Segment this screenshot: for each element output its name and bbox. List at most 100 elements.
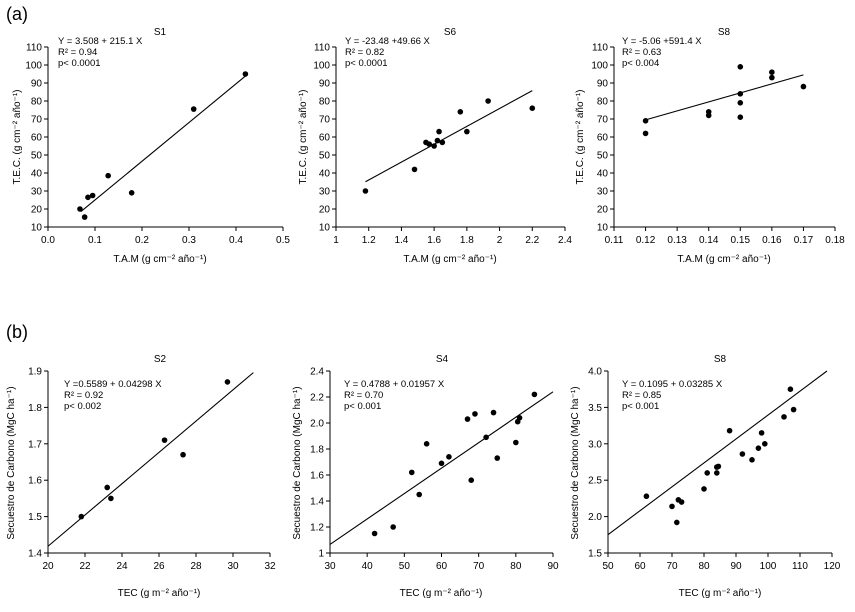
chart-6-data-point [701,486,707,492]
chart-6-y-tick-label: 1.5 [588,549,602,560]
chart-1-data-point [128,190,135,196]
chart-3-y-axis-label: T.E.C. (g cm⁻² año⁻¹) [575,89,586,184]
chart-5-y-tick-label: 2.0 [310,419,324,430]
chart-2-data-point [439,139,446,146]
chart-3-x-axis-label: T.A.M (g cm⁻² año⁻¹) [677,254,770,265]
chart-5-y-tick-label: 1.4 [310,497,324,508]
chart-2-x-tick-label: 2.4 [558,235,572,246]
chart-6-y-tick-label: 2.5 [588,476,602,487]
chart-5-data-point [516,415,523,421]
chart-4-y-tick-label: 1.7 [28,439,42,450]
chart-6-x-axis-label: TEC (g m⁻² año⁻¹) [679,588,762,599]
chart-3-data-point [800,83,807,90]
chart-5-x-tick-label: 50 [399,561,411,572]
chart-6-data-point [669,503,675,510]
chart-5-data-point [472,411,478,417]
chart-2-x-tick-label: 1 [333,235,339,246]
chart-1-x-axis-label: T.A.M (g cm⁻² año⁻¹) [113,254,206,265]
chart-5-y-tick-label: 2.2 [310,393,324,404]
chart-3-x-tick-label: 0.17 [794,235,814,246]
chart-4-y-tick-label: 1.8 [28,403,42,414]
chart-3-x-tick-label: 0.15 [731,235,751,246]
chart-1-annotation: R² = 0.94 [58,47,97,58]
chart-6-data-point [739,451,746,457]
chart-5-x-tick-label: 40 [362,561,374,572]
chart-2-data-point [411,166,418,173]
chart-2-annotation: p< 0.0001 [345,58,388,69]
chart-3-annotation: p< 0.004 [622,58,659,69]
chart-6-y-axis-label: Secuestro de Carbono (MgC ha⁻¹) [570,386,581,539]
chart-3-x-tick-label: 0.13 [667,235,687,246]
chart-5-data-point [416,491,423,498]
chart-5-y-axis-label: Secuestro de Carbono (MgC ha⁻¹) [292,386,303,539]
chart-2-y-tick-label: 30 [319,187,331,198]
chart-2-x-tick-label: 1.2 [362,235,376,246]
chart-1-data-point [77,206,83,212]
chart-6-data-point [781,414,787,420]
chart-1-annotation: p< 0.0001 [58,58,101,69]
chart-3-y-tick-label: 80 [597,97,609,108]
chart-4-x-tick-label: 24 [116,561,128,572]
chart-5-y-tick-label: 1.8 [310,445,324,456]
chart-4-annotation: Y =0.5589 + 0.04298 X [64,379,162,390]
chart-2-y-tick-label: 70 [319,115,331,126]
chart-3-y-tick-label: 50 [597,151,609,162]
chart-6-data-point [790,406,797,413]
chart-2-x-tick-label: 2.2 [525,235,539,246]
chart-4-x-tick-label: 26 [153,561,165,572]
chart-3-y-tick-label: 110 [592,43,608,54]
chart-3-y-tick-label: 40 [597,169,609,180]
chart-3-data-point [642,118,649,124]
chart-4-x-tick-label: 30 [227,561,239,572]
chart-2-data-point [457,109,464,115]
chart-1-x-tick-label: 0.5 [276,235,290,246]
chart-2-y-tick-label: 60 [319,133,331,144]
chart-1-data-point [81,214,88,220]
chart-2-x-tick-label: 1.4 [394,235,408,246]
chart-2-y-axis-label: T.E.C. (g cm⁻² año⁻¹) [298,89,309,184]
chart-5-data-point [468,477,475,484]
chart-5-y-tick-label: 1.6 [310,471,324,482]
chart-6-y-tick-label: 3.0 [588,439,602,450]
chart-6-x-tick-label: 60 [634,561,646,572]
chart-5-data-point [423,441,430,447]
chart-6-x-tick-label: 120 [824,561,841,572]
chart-6-x-tick-label: 70 [666,561,678,572]
chart-4-data-point [161,437,168,443]
panel-label-b: (b) [6,322,28,342]
chart-2-data-point [362,188,369,194]
chart-3-y-tick-label: 70 [597,115,609,126]
chart-6-y-tick-label: 2.0 [588,512,602,523]
chart-6-x-tick-label: 100 [760,561,777,572]
chart-6-x-tick-label: 90 [730,561,742,572]
chart-5-data-point [371,530,378,537]
chart-4-annotation: R² = 0.92 [64,390,103,401]
chart-4-y-axis-label: Secuestro de Carbono (MgC ha⁻¹) [6,386,17,539]
chart-6-data-point [749,457,755,463]
chart-5-data-point [494,455,501,461]
chart-4-x-tick-label: 22 [79,561,91,572]
chart-5-data-point [483,434,489,441]
chart-1-y-tick-label: 60 [31,133,43,144]
chart-1-y-tick-label: 80 [31,97,43,108]
chart-6-data-point [678,499,685,505]
chart-1-title: S1 [154,27,167,38]
chart-2-x-axis-label: T.A.M (g cm⁻² año⁻¹) [403,254,496,265]
chart-3-data-point [737,114,744,120]
chart-3-title: S8 [718,27,731,38]
chart-3-data-point [737,91,744,97]
chart-2-data-point [431,143,437,149]
chart-2-y-tick-label: 100 [313,61,330,72]
chart-2-annotation: Y = -23.48 +49.66 X [345,36,431,47]
chart-6-title: S8 [714,354,727,365]
chart-4-data-point [224,379,231,385]
chart-2-y-tick-label: 80 [319,97,331,108]
chart-4-y-tick-label: 1.4 [28,549,42,560]
chart-2-y-tick-label: 20 [319,205,331,216]
chart-6-y-tick-label: 4.0 [588,367,602,378]
chart-5-data-point [446,454,452,460]
chart-3-data-point [769,74,775,81]
chart-6-data-point [704,470,710,476]
chart-4-y-tick-label: 1.6 [28,476,42,487]
chart-6-annotation: R² = 0.85 [622,390,661,401]
